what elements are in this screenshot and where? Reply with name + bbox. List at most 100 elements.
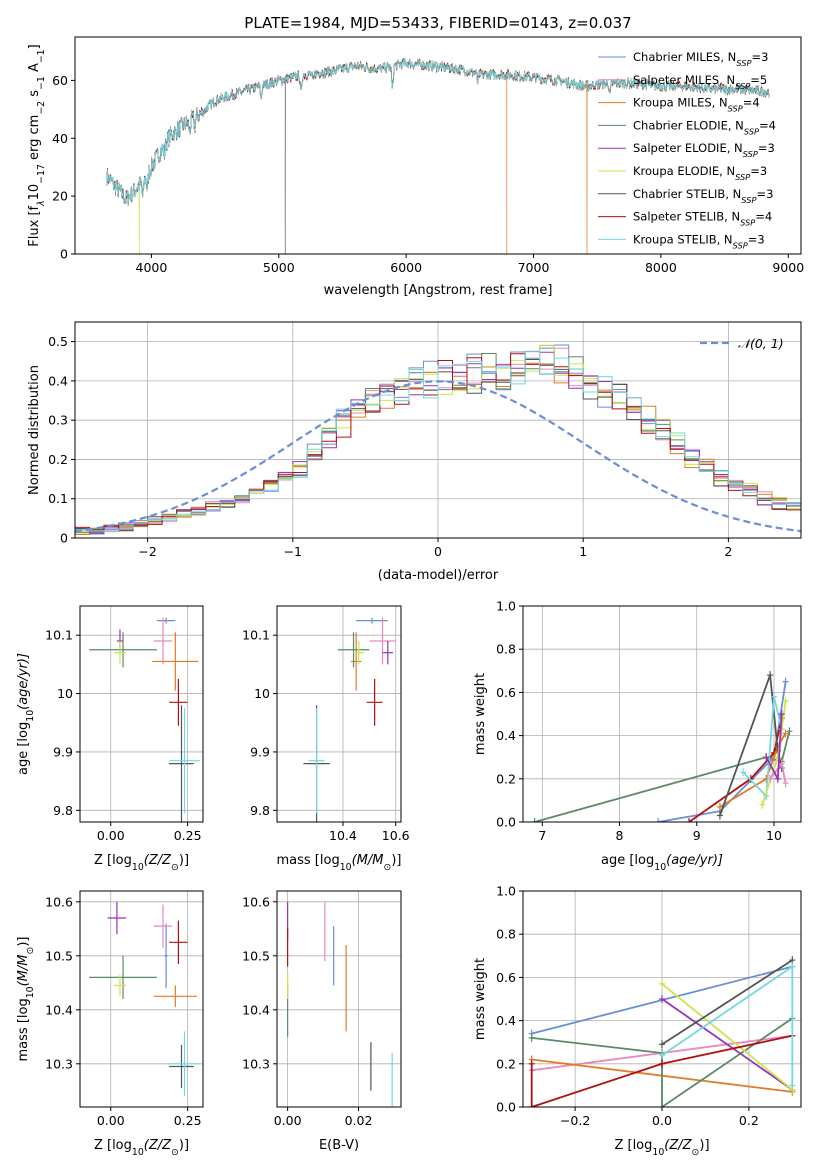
weight-vs-z-chart: −0.2 0.0 0.2 0.0 0.2 0.4 0.6 0.8 1.0 bbox=[496, 884, 802, 1128]
weight-vs-age-chart-marker bbox=[655, 818, 662, 822]
weight-vs-age-chart-marker bbox=[767, 671, 774, 680]
age-vs-z-chart-frame bbox=[79, 605, 204, 823]
residual-chart-xtick-label: −2 bbox=[138, 544, 156, 559]
weight-vs-z-chart-marker bbox=[528, 1059, 535, 1068]
weight-vs-age-chart-marker bbox=[531, 818, 538, 822]
mass-vs-z-chart-frame bbox=[79, 890, 204, 1108]
mass-vs-z-chart-errorbar bbox=[153, 985, 197, 1008]
mass-vs-ebv-chart-xtick-label: 0.02 bbox=[345, 1113, 373, 1128]
spectrum-series-8 bbox=[106, 58, 770, 206]
spectrum-ylabel: Flux [fλ10−17 erg cm−2 s−1 A−1] bbox=[27, 44, 47, 246]
age-vs-z-chart-ytick-label: 9.8 bbox=[53, 803, 73, 818]
residual-chart-grid bbox=[75, 322, 801, 539]
weight-vs-age-chart-line-2 bbox=[688, 718, 783, 822]
age-vs-mass-chart-frame bbox=[276, 605, 402, 823]
spectrum-chart-ytick-label: 0 bbox=[60, 247, 68, 262]
mass-vs-ebv-chart-xlabel: E(B-V) bbox=[319, 1138, 359, 1153]
mass-vs-z-chart-errorbar bbox=[164, 923, 168, 989]
spectrum-chart-xtick-label: 9000 bbox=[772, 260, 804, 275]
weight-vs-z-chart-ytick-label: 0.4 bbox=[496, 1013, 516, 1028]
weight-vs-age-chart-ytick-label: 0.0 bbox=[496, 815, 516, 830]
legend-entry: Salpeter STELIB, NSSP=4 bbox=[633, 210, 772, 228]
weight-vs-age-chart-marker bbox=[774, 774, 781, 783]
weight-vs-z-chart-line-7 bbox=[530, 1034, 793, 1107]
weight-vs-age-chart-line-3 bbox=[719, 732, 787, 808]
residual-hist-3 bbox=[75, 353, 801, 538]
age-vs-z-chart-errorbar bbox=[169, 678, 188, 726]
age-vs-mass-chart-ytick-label: 10.1 bbox=[242, 628, 270, 643]
residual-chart-ytick-label: 0.4 bbox=[48, 373, 68, 388]
mass-vs-z-chart-errorbar bbox=[113, 974, 127, 997]
weight-vs-age-chart-marker bbox=[763, 753, 770, 762]
spectrum-chart-xtick-label: 8000 bbox=[645, 260, 677, 275]
mass-vs-z-chart-ytick-label: 10.4 bbox=[45, 1002, 73, 1017]
mass-vs-z-chart-errorbar bbox=[169, 1031, 200, 1097]
age-vs-z-chart-errorbar bbox=[153, 617, 173, 665]
weight-vs-z-chart-xtick-label: −0.2 bbox=[560, 1113, 590, 1128]
weight-vs-age-chart-marker bbox=[782, 677, 789, 686]
mass-vs-ebv-chart-ytick-label: 10.4 bbox=[242, 1002, 270, 1017]
weight-vs-age-chart-marker bbox=[770, 692, 777, 701]
weight-vs-z-chart-xlabel: Z [log10(Z/Z⊙)] bbox=[614, 1138, 709, 1158]
residual-hist-4 bbox=[75, 350, 801, 538]
weight-vs-z-chart-ylabel: mass weight bbox=[473, 958, 488, 1040]
weight-vs-age-chart-ytick-label: 0.8 bbox=[496, 642, 516, 657]
residual-chart: −2 −1 0 1 2 0 0.1 0.2 0.3 0.4 0.5 bbox=[48, 321, 802, 559]
weight-vs-age-chart-ytick-label: 0.6 bbox=[496, 685, 516, 700]
legend-entry: Salpeter MILES, NSSP=5 bbox=[633, 73, 767, 91]
figure-title: PLATE=1984, MJD=53433, FIBERID=0143, z=0… bbox=[244, 14, 631, 32]
weight-vs-z-chart-line-8 bbox=[661, 964, 794, 1086]
weight-vs-z-chart-line-4 bbox=[661, 998, 793, 1091]
mass-vs-z-chart-plot-area bbox=[89, 901, 200, 1097]
weight-vs-z-chart-marker bbox=[659, 1059, 665, 1068]
weight-vs-z-chart-ytick-label: 0.8 bbox=[496, 927, 516, 942]
residual-chart-ytick-label: 0.3 bbox=[48, 413, 68, 428]
age-vs-z-chart-ytick-label: 9.9 bbox=[53, 744, 73, 759]
weight-vs-z-chart-line-6 bbox=[661, 959, 793, 1046]
weight-vs-age-chart-marker bbox=[716, 811, 723, 820]
age-vs-z-chart-grid bbox=[80, 606, 203, 822]
weight-vs-age-chart-xtick-label: 7 bbox=[538, 828, 546, 843]
mass-vs-ebv-chart-ytick-label: 10.6 bbox=[242, 894, 270, 909]
legend-entry: Chabrier ELODIE, NSSP=4 bbox=[633, 118, 776, 136]
spectrum-xlabel: wavelength [Angstrom, rest frame] bbox=[324, 283, 553, 298]
mass-vs-z-chart: 0.00 0.25 10.3 10.4 10.5 10.6 bbox=[45, 890, 204, 1128]
spectrum-chart: 4000 5000 6000 7000 8000 9000 0 20 40 60 bbox=[52, 36, 804, 275]
age-vs-mass-chart-plot-area bbox=[303, 617, 396, 822]
weight-vs-age-chart-plot-area bbox=[531, 671, 793, 822]
mass-vs-z-chart-errorbar bbox=[169, 1044, 194, 1089]
weight-vs-z-chart-marker bbox=[659, 1103, 665, 1107]
weight-vs-z-chart-ytick-label: 0.0 bbox=[496, 1100, 516, 1115]
weight-vs-age-chart-ytick-label: 0.4 bbox=[496, 728, 516, 743]
age-vs-mass-chart-ytick-label: 9.9 bbox=[250, 744, 270, 759]
age-vs-z-chart-ytick-label: 10 bbox=[57, 686, 73, 701]
mass-vs-z-chart-ylabel: mass [log10(M/M⊙)] bbox=[16, 937, 36, 1062]
normal-curve bbox=[75, 380, 801, 533]
legend-entry: Kroupa MILES, NSSP=4 bbox=[633, 96, 760, 114]
weight-vs-z-chart-xtick-label: 0.0 bbox=[652, 1113, 672, 1128]
mass-vs-z-chart-grid bbox=[80, 891, 203, 1107]
weight-vs-age-chart-marker bbox=[778, 710, 785, 718]
weight-vs-z-chart-ytick-label: 1.0 bbox=[496, 884, 516, 899]
weight-vs-z-chart-marker bbox=[528, 1033, 535, 1042]
spectrum-legend: Chabrier MILES, NSSP=3 Salpeter MILES, NS… bbox=[598, 50, 776, 250]
legend-entry: Chabrier MILES, NSSP=3 bbox=[633, 50, 768, 68]
mass-vs-z-chart-ytick-label: 10.6 bbox=[45, 894, 73, 909]
weight-vs-z-chart-marker bbox=[789, 1081, 796, 1090]
mass-vs-ebv-chart: 0.00 0.02 10.3 10.4 10.5 10.6 bbox=[242, 890, 402, 1128]
weight-vs-z-chart-ytick-label: 0.2 bbox=[496, 1056, 516, 1071]
age-vs-mass-chart-xlabel: mass [log10(M/M⊙)] bbox=[277, 853, 402, 873]
weight-vs-age-chart-xtick-label: 10 bbox=[766, 828, 782, 843]
legend-entry: Chabrier STELIB, NSSP=3 bbox=[633, 187, 773, 205]
mass-vs-ebv-chart-ytick-label: 10.3 bbox=[242, 1056, 270, 1071]
age-vs-z-chart-xlabel: Z [log10(Z/Z⊙)] bbox=[94, 853, 189, 873]
weight-vs-age-chart: 7 8 9 10 0.0 0.2 0.4 0.6 0.8 1.0 bbox=[496, 599, 802, 843]
mass-vs-ebv-chart-plot-area bbox=[287, 901, 393, 1107]
residual-chart-plot-area bbox=[75, 344, 801, 538]
age-vs-mass-chart-xtick-label: 10.4 bbox=[329, 828, 357, 843]
weight-vs-z-chart-ytick-label: 0.6 bbox=[496, 970, 516, 985]
residual-chart-xtick-label: −1 bbox=[284, 544, 302, 559]
spectrum-chart-frame bbox=[74, 36, 802, 255]
mass-vs-z-chart-errorbar bbox=[107, 901, 127, 935]
